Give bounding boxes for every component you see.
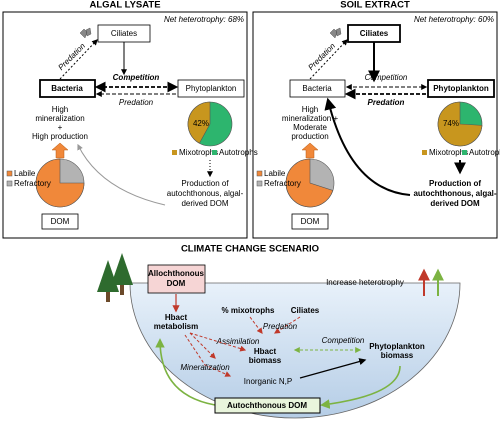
bacteria-note: + [58, 123, 63, 132]
pie-label: 74% [443, 119, 459, 128]
green-arrow [320, 365, 401, 409]
pie-labile [35, 158, 85, 208]
legend-swatch [256, 170, 263, 177]
legend-swatch [212, 150, 217, 155]
pie-mixotrophs [187, 101, 211, 144]
box [214, 397, 321, 414]
hbact-metabolism: Hbact [165, 313, 188, 322]
bacteria-note: High production [32, 132, 88, 141]
predation-label: Predation [368, 98, 405, 107]
legend-mixotrophs: Mixotrophs [179, 148, 218, 157]
box [291, 213, 329, 230]
phytoplankton-biomass: biomass [381, 351, 414, 360]
bacteria-note: High [302, 105, 318, 114]
phytoplankton: Phytoplankton [186, 84, 237, 93]
legend-swatch [6, 170, 13, 177]
hbact-biomass: biomass [249, 356, 282, 365]
arrow [299, 358, 367, 379]
tree-trunk [120, 283, 124, 295]
legend-swatch [256, 180, 263, 187]
legend-autotrophs: Autotrophs [219, 148, 258, 157]
assimilation-label: Assimilation [216, 337, 260, 346]
legend-swatch [422, 150, 427, 155]
production-note: Production of [429, 179, 481, 188]
competition-label: Competition [365, 73, 408, 82]
legend-swatch [172, 150, 177, 155]
red-arrow [249, 316, 263, 334]
predation-label: Predation [263, 322, 298, 331]
legend-refractory: Refractory [264, 179, 301, 188]
bacteria-note: Moderate [293, 123, 327, 132]
box [427, 79, 495, 98]
predation-label: Predation [56, 41, 87, 72]
autochthonous-dom: Autochthonous DOM [227, 401, 307, 410]
box [147, 264, 206, 294]
panel-frame [252, 11, 498, 239]
legend-autotrophs: Autotrophs [469, 148, 500, 157]
box [289, 79, 346, 98]
legend-swatch [462, 150, 467, 155]
production-note: autochthonous, algal- [413, 189, 496, 198]
bacteria: Bacteria [302, 84, 332, 93]
competition-label: Competition [322, 336, 365, 345]
phytoplankton-biomass: Phytoplankton [369, 342, 425, 351]
bacteria: Bacteria [51, 84, 83, 93]
bacteria-note: mineralization + [282, 114, 339, 123]
ciliates: Ciliates [360, 29, 389, 38]
legend-swatch [6, 180, 13, 187]
pie-label: 42% [193, 119, 209, 128]
return-arrow [324, 97, 411, 196]
legend-mixotrophs: Mixotrophs [429, 148, 468, 157]
tree-trunk [106, 290, 110, 302]
green-arrow [155, 338, 216, 406]
ciliates: Ciliates [111, 29, 137, 38]
predation-label: Predation [306, 41, 337, 72]
return-arrow [77, 143, 166, 206]
ciliate-icon [79, 27, 92, 39]
dom: DOM [301, 217, 320, 226]
legend-labile: Labile [264, 169, 286, 178]
dom: DOM [51, 217, 70, 226]
tree [111, 253, 133, 285]
legend-refractory: Refractory [14, 179, 51, 188]
ciliates: Ciliates [291, 306, 320, 315]
predation-arrow [59, 39, 98, 80]
panel-frame [2, 11, 248, 239]
predation-label: Predation [119, 98, 154, 107]
ciliate-icon [329, 27, 342, 39]
pie-labile [285, 158, 334, 208]
hbact-metabolism: metabolism [154, 322, 198, 331]
predation-arrow [309, 39, 348, 80]
hbact-biomass: Hbact [254, 347, 277, 356]
up-arrow [301, 142, 319, 159]
legend-labile: Labile [14, 169, 36, 178]
pct-mixotrophs: % mixotrophs [222, 306, 275, 315]
phytoplankton: Phytoplankton [433, 84, 489, 93]
production-note: Production of [181, 179, 229, 188]
panel-title: ALGAL LYSATE [89, 0, 160, 11]
bacteria-note: production [291, 132, 328, 141]
inorganic-np: Inorganic N,P [244, 377, 292, 386]
up-arrow [51, 142, 69, 159]
production-note: derived DOM [430, 199, 480, 208]
net-heterotrophy: Net heterotrophy: 68% [164, 15, 244, 24]
mineralization-label: Mineralization [180, 363, 230, 372]
red-arrow [189, 332, 216, 359]
bacteria-note: mineralization [35, 114, 84, 123]
competition-label: Competition [113, 73, 160, 82]
allochthonous-dom: Allochthonous [148, 269, 205, 278]
increase-heterotrophy: Increase heterotrophy [326, 278, 404, 287]
scenario-title: CLIMATE CHANGE SCENARIO [181, 244, 319, 255]
bacteria-note: High [52, 105, 68, 114]
red-arrow [184, 334, 232, 377]
box [41, 213, 79, 230]
red-arrow [189, 332, 247, 352]
production-note: autochthonous, algal- [167, 189, 244, 198]
allochthonous-dom: DOM [167, 279, 186, 288]
production-note: derived DOM [181, 199, 228, 208]
panel-title: SOIL EXTRACT [340, 0, 410, 11]
net-heterotrophy: Net heterotrophy: 60% [414, 15, 494, 24]
pie-mixotrophs [437, 101, 483, 147]
